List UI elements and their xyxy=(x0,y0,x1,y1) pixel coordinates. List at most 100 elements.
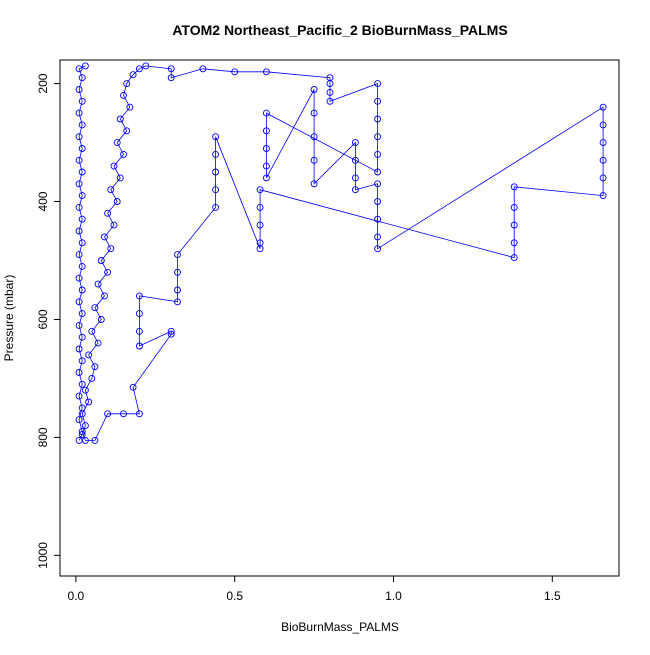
y-tick-label: 1000 xyxy=(36,542,50,569)
plot-layer xyxy=(75,62,607,444)
x-tick-label: 0.5 xyxy=(226,589,243,603)
data-point xyxy=(78,145,86,152)
data-point xyxy=(75,416,83,424)
data-point xyxy=(94,280,102,288)
data-point xyxy=(75,86,83,93)
data-point xyxy=(135,342,143,350)
data-point xyxy=(135,310,143,318)
data-point xyxy=(212,133,220,141)
data-point xyxy=(101,233,108,241)
data-point xyxy=(199,65,207,73)
data-point xyxy=(78,333,86,341)
data-point xyxy=(174,268,181,276)
data-point xyxy=(88,374,96,382)
data-point xyxy=(94,339,102,347)
data-point xyxy=(374,180,382,188)
data-point xyxy=(599,192,607,200)
data-point xyxy=(374,245,382,253)
y-tick-label: 400 xyxy=(36,191,50,211)
data-point xyxy=(374,80,382,88)
data-point xyxy=(174,298,181,306)
data-point xyxy=(510,203,518,211)
data-point xyxy=(374,168,382,176)
plot-area xyxy=(75,62,607,444)
data-point xyxy=(97,316,105,323)
data-point xyxy=(510,183,518,191)
data-point xyxy=(212,150,220,158)
data-point xyxy=(374,215,382,223)
data-point xyxy=(78,380,86,388)
data-point xyxy=(167,327,175,335)
data-point xyxy=(599,139,607,147)
data-point xyxy=(310,180,318,188)
data-point xyxy=(126,103,134,111)
data-point xyxy=(599,103,607,111)
data-point xyxy=(374,133,382,141)
data-point xyxy=(310,109,318,117)
x-tick-label: 0.0 xyxy=(68,589,85,603)
data-point xyxy=(256,245,264,253)
data-point xyxy=(85,351,93,359)
data-point xyxy=(104,410,112,418)
data-point xyxy=(81,386,89,394)
data-point xyxy=(75,345,83,353)
data-point xyxy=(78,357,86,365)
data-point xyxy=(262,127,270,135)
data-point xyxy=(599,156,607,164)
data-point xyxy=(75,109,83,117)
data-point xyxy=(81,436,89,444)
data-point xyxy=(510,221,518,229)
data-point xyxy=(374,233,382,241)
data-point xyxy=(75,180,83,188)
data-point xyxy=(174,251,181,259)
data-point xyxy=(78,215,86,223)
data-point xyxy=(75,251,83,259)
x-axis-label: BioBurnMass_PALMS xyxy=(281,620,399,634)
data-point xyxy=(107,245,115,253)
data-point xyxy=(167,74,175,82)
data-point xyxy=(120,410,127,418)
data-point xyxy=(212,186,220,194)
data-point xyxy=(75,156,83,164)
data-point xyxy=(78,310,86,318)
data-point xyxy=(310,133,318,141)
data-point xyxy=(256,221,264,229)
data-point xyxy=(599,174,607,182)
data-point xyxy=(510,254,518,262)
data-point xyxy=(262,162,270,170)
data-point xyxy=(110,221,118,229)
data-point xyxy=(142,62,150,70)
data-point xyxy=(107,186,115,194)
data-point xyxy=(129,71,137,79)
data-point xyxy=(374,115,382,123)
data-point xyxy=(75,392,83,400)
data-point xyxy=(113,139,121,147)
data-point xyxy=(310,86,318,93)
data-point xyxy=(212,203,220,211)
data-point xyxy=(326,97,334,105)
data-point xyxy=(599,121,607,129)
data-point xyxy=(75,369,83,376)
data-point xyxy=(116,174,124,182)
data-point xyxy=(129,383,137,391)
data-point xyxy=(167,330,175,338)
data-point xyxy=(123,80,131,88)
data-point xyxy=(374,150,382,158)
data-point xyxy=(78,239,86,247)
data-point xyxy=(91,304,99,312)
y-tick-label: 800 xyxy=(36,427,50,447)
data-point xyxy=(78,192,86,200)
data-point xyxy=(75,203,83,211)
data-point xyxy=(85,398,93,406)
plot-frame xyxy=(59,59,620,577)
data-point xyxy=(135,292,143,300)
data-point xyxy=(120,91,127,99)
data-point xyxy=(78,97,86,105)
x-tick-label: 1.0 xyxy=(385,589,402,603)
y-tick-label: 200 xyxy=(36,73,50,93)
data-point xyxy=(113,198,121,205)
data-point xyxy=(351,174,359,182)
axis-layer: 0.0 0.5 1.0 1.5 200 400 600 800 1000 xyxy=(36,59,620,603)
